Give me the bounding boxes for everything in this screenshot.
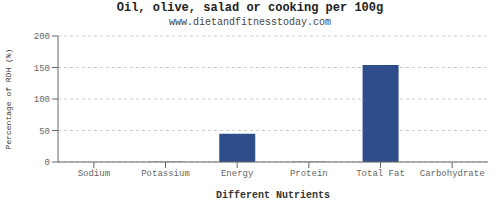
- svg-text:200: 200: [34, 32, 50, 42]
- svg-text:Potassium: Potassium: [141, 169, 190, 179]
- html-text:www.dietandfitnesstoday.com: www.dietandfitnesstoday.com: [169, 17, 331, 28]
- svg-text:Sodium: Sodium: [78, 169, 110, 179]
- svg-text:Protein: Protein: [290, 169, 328, 179]
- svg-text:0: 0: [45, 158, 50, 168]
- svg-text:Total Fat: Total Fat: [356, 169, 405, 179]
- svg-text:Different Nutrients: Different Nutrients: [216, 190, 330, 200]
- html-text:Oil, olive, salad or cooking p: Oil, olive, salad or cooking per 100g: [116, 1, 384, 15]
- svg-text:Carbohydrate: Carbohydrate: [420, 169, 485, 179]
- svg-text:Percentage of RDH (%): Percentage of RDH (%): [8, 49, 13, 150]
- svg-text:50: 50: [39, 127, 50, 137]
- svg-text:100: 100: [34, 95, 50, 105]
- svg-text:Energy: Energy: [221, 169, 254, 179]
- svg-text:150: 150: [34, 64, 50, 74]
